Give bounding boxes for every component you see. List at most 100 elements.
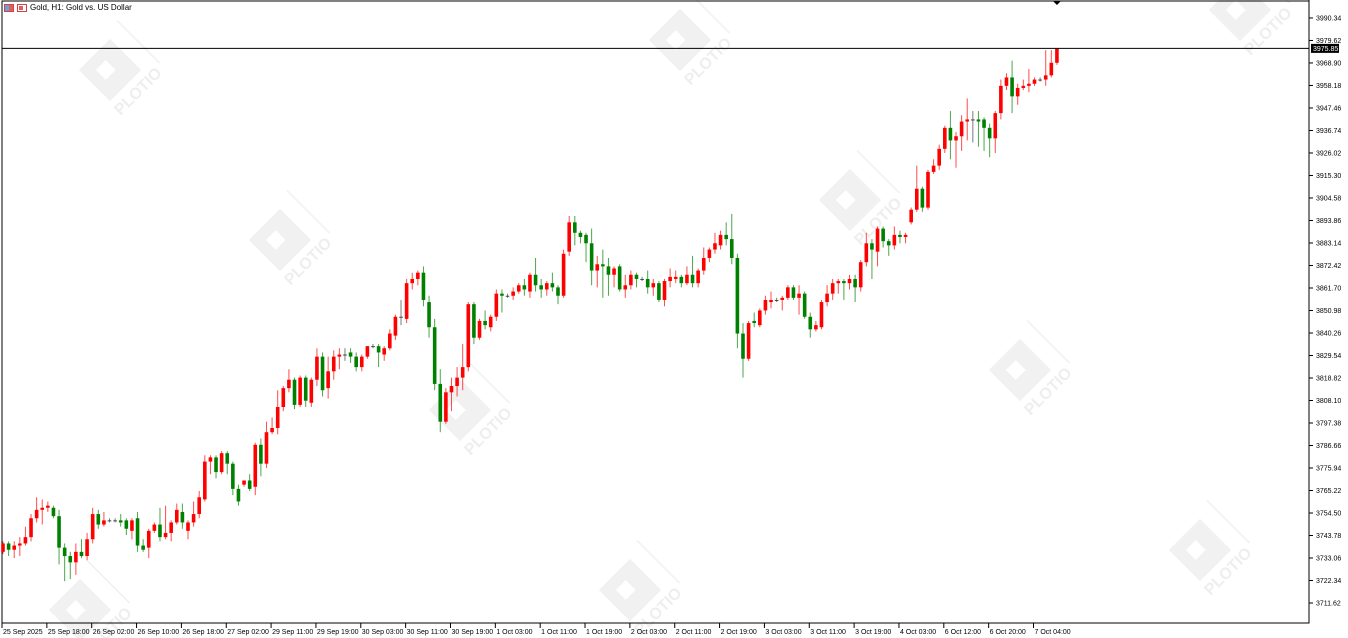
candle (488, 314, 493, 332)
candle (74, 543, 78, 575)
candle (399, 299, 403, 326)
candle (842, 278, 846, 300)
candle (550, 272, 555, 292)
time-tick-label: 25 Sep 2025 (3, 629, 43, 636)
price-tick-label: 3733.06 (1316, 556, 1341, 563)
candle (999, 79, 1003, 120)
candle (359, 354, 364, 372)
time-tick-label: 4 Oct 03:00 (900, 629, 936, 636)
time-tick-label: 7 Oct 04:00 (1035, 629, 1071, 636)
candle (993, 111, 998, 154)
candle (500, 289, 504, 313)
candle (802, 291, 807, 319)
time-tick-label: 30 Sep 03:00 (362, 629, 404, 636)
candle-body (259, 444, 263, 464)
candle (584, 232, 588, 263)
plot-frame (1, 0, 1310, 624)
chart-window-icon[interactable] (4, 3, 14, 12)
candle-body (920, 188, 925, 208)
candle-body (376, 346, 381, 353)
candle (528, 272, 532, 298)
candle-body (522, 285, 527, 290)
candle (416, 270, 420, 286)
candle-body (444, 392, 448, 422)
candle (348, 348, 353, 363)
candle (623, 274, 628, 298)
candle (657, 281, 661, 303)
price-tick-label: 3840.26 (1316, 330, 1341, 337)
candle (780, 295, 785, 311)
symbol-icon[interactable] (17, 3, 27, 12)
candle-body (1027, 83, 1031, 86)
candle (57, 509, 61, 565)
candle (90, 507, 95, 544)
candle (830, 278, 835, 300)
candle (320, 352, 325, 397)
candle-body (752, 320, 757, 324)
candle-body (1055, 48, 1059, 63)
candle-body (174, 509, 179, 523)
time-tick-label: 1 Oct 19:00 (586, 629, 622, 636)
candle-body (746, 323, 751, 359)
candle (926, 169, 930, 210)
candle-body (264, 432, 269, 464)
candle (814, 320, 818, 332)
candle-body (539, 285, 543, 290)
candle (382, 346, 387, 361)
candle-body (870, 243, 874, 250)
candle (309, 377, 314, 408)
candle (679, 274, 684, 288)
candle-body (589, 243, 594, 271)
candle (634, 272, 639, 288)
time-tick-label: 26 Sep 10:00 (138, 629, 180, 636)
watermarks: PLOTIO PLOTIO PLOTIO PLOTIO PLOTIO PLOTIO PLOT… (48, 0, 1296, 638)
price-tick-label: 3743.78 (1316, 533, 1341, 540)
candle (617, 264, 622, 292)
candle-body (388, 333, 392, 349)
candle-body (819, 302, 824, 328)
candle-body (724, 234, 728, 240)
candle-body (758, 310, 762, 326)
candle (741, 323, 745, 378)
candle-body (214, 457, 218, 473)
candle-body (62, 547, 67, 557)
candle-body (158, 524, 162, 538)
candle (1038, 77, 1042, 82)
candle (107, 518, 112, 523)
candle (259, 438, 263, 477)
candle-body (203, 461, 207, 500)
candle-body (707, 249, 712, 258)
last-bar-marker-icon (1052, 1, 1061, 5)
candle-body (416, 272, 420, 279)
candle (191, 501, 196, 527)
candle-body (242, 480, 246, 485)
time-axis[interactable]: 25 Sep 2025 25 Sep 18:00 26 Sep 02:00 26 Se… (1, 622, 1309, 636)
candle (1010, 60, 1014, 114)
candle (954, 132, 958, 168)
candle-body (270, 427, 274, 433)
candle (113, 518, 117, 523)
candle-body (741, 333, 745, 359)
candle-body (186, 522, 190, 531)
current-price-label: 3975.85 (1313, 46, 1338, 53)
candle-body (494, 293, 499, 317)
price-axis[interactable]: 3990.34 3979.62 3968.90 3958.18 3947.46 3936.… (1308, 0, 1341, 623)
candle (937, 144, 942, 170)
candle (1015, 83, 1020, 105)
candle-body (623, 285, 628, 290)
time-tick-label: 1 Oct 03:00 (496, 629, 532, 636)
candle-body (606, 266, 611, 275)
candle-body (909, 209, 913, 223)
candle (1004, 73, 1009, 91)
candle (68, 551, 73, 580)
candle-body (573, 222, 577, 233)
candle (606, 257, 611, 296)
time-tick-label: 30 Sep 11:00 (407, 629, 448, 636)
candle-body (354, 356, 358, 368)
candle-body (12, 545, 17, 550)
price-tick-label: 3883.14 (1316, 240, 1341, 247)
candle (724, 222, 728, 246)
candle-body (954, 136, 958, 141)
candle (886, 239, 891, 256)
